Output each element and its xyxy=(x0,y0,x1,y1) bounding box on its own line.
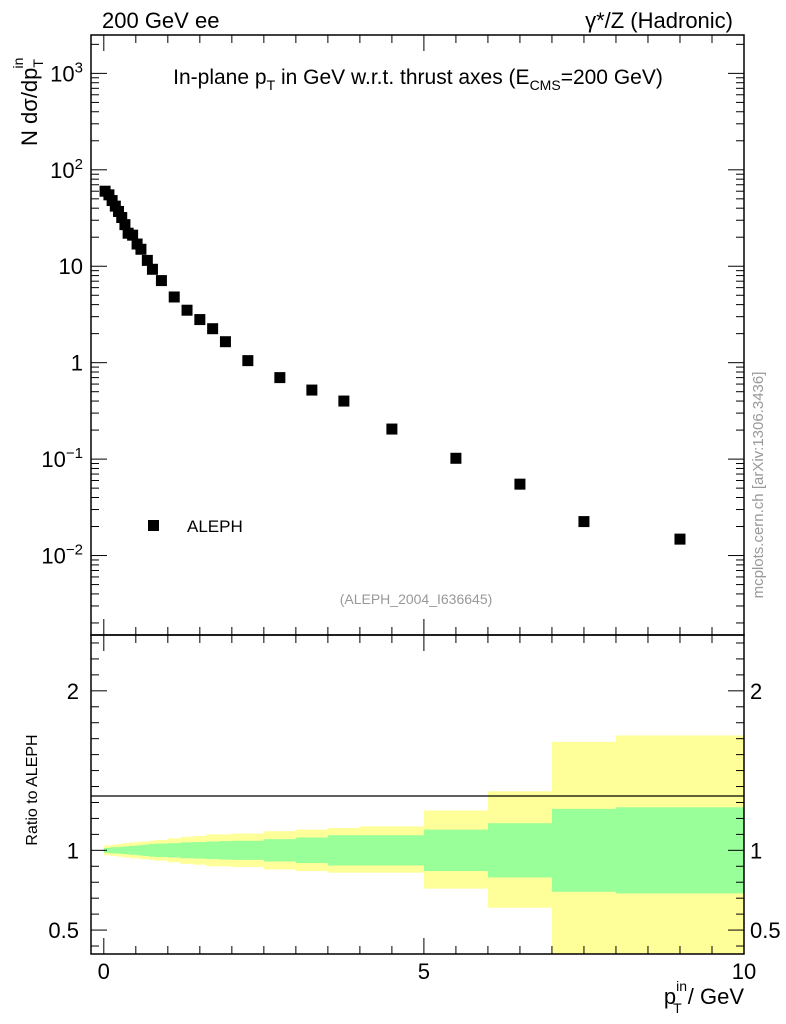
ratio-x-tick-label: 0 xyxy=(98,959,110,984)
data-point xyxy=(106,195,118,207)
x-axis-label: pin T / GeV xyxy=(664,978,744,1016)
ratio-frame xyxy=(90,634,745,955)
ratio-band-bin xyxy=(263,839,297,862)
svg-text:N dσ/dpTin: N dσ/dpTin xyxy=(10,58,46,146)
header-left: 200 GeV ee xyxy=(102,8,219,33)
ratio-band-bin xyxy=(327,835,361,866)
data-point xyxy=(207,323,219,335)
ratio-y-tick-label-right: 1 xyxy=(750,838,762,863)
ratio-band-bin xyxy=(110,847,114,854)
legend-label: ALEPH xyxy=(187,517,243,536)
ratio-y-axis-label: Ratio to ALEPH xyxy=(24,734,41,845)
ratio-band-bin xyxy=(359,835,425,866)
ratio-axis-ticks xyxy=(91,635,745,954)
data-point xyxy=(135,243,147,255)
legend: ALEPH xyxy=(148,517,243,536)
main-frame xyxy=(90,34,745,636)
analysis-label: (ALEPH_2004_I636645) xyxy=(340,591,493,607)
data-point xyxy=(219,336,231,348)
data-point xyxy=(141,254,153,266)
data-point xyxy=(578,516,590,528)
main-y-tick-label: 1 xyxy=(71,351,83,376)
main-y-tick-label: 10 xyxy=(59,254,83,279)
data-point xyxy=(168,291,180,303)
ratio-band-bin xyxy=(139,845,143,856)
ratio-band-bin xyxy=(119,846,124,854)
ratio-bands xyxy=(103,735,745,954)
ratio-band-bin xyxy=(142,844,149,856)
data-point xyxy=(127,229,139,241)
ratio-band-bin xyxy=(126,846,130,855)
ratio-band-bin xyxy=(219,841,233,860)
ratio-band-bin xyxy=(113,847,117,854)
ratio-band-bin xyxy=(167,843,181,858)
ratio-band-bin xyxy=(231,840,265,860)
data-point xyxy=(181,304,193,316)
main-y-tick-label: 103 xyxy=(50,59,83,86)
main-data-points xyxy=(99,185,686,545)
ratio-band-bin xyxy=(193,842,207,859)
ratio-band-bin xyxy=(148,843,156,857)
data-point xyxy=(242,355,254,367)
data-point xyxy=(306,384,318,396)
ratio-band-bin xyxy=(135,845,140,856)
main-y-tick-label: 10−2 xyxy=(41,542,83,569)
header-right: γ*/Z (Hadronic) xyxy=(585,8,733,33)
data-point xyxy=(116,212,128,224)
side-label: mcplots.cern.ch [arXiv:1306.3436] xyxy=(750,372,767,599)
ratio-band-bin xyxy=(107,847,111,853)
ratio-band-bin xyxy=(155,843,169,858)
main-axis-ticks xyxy=(91,35,745,635)
ratio-band-bin xyxy=(123,846,127,855)
main-y-axis-label: N dσ/dpTin xyxy=(10,58,46,146)
data-point xyxy=(103,189,115,201)
data-point xyxy=(386,423,398,435)
data-point xyxy=(113,205,125,217)
ratio-x-tick-label: 5 xyxy=(418,959,430,984)
main-title: In-plane pT in GeV w.r.t. thrust axes (E… xyxy=(173,66,663,93)
ratio-band-bin xyxy=(180,842,194,859)
data-point xyxy=(674,533,686,545)
data-point xyxy=(274,372,286,384)
data-point xyxy=(450,452,462,464)
ratio-y-tick-label-right: 0.5 xyxy=(750,918,781,943)
ratio-y-tick-labels: 2 2 1 1 0.5 0.5 xyxy=(48,679,780,943)
data-point xyxy=(155,275,167,287)
ratio-band-bin xyxy=(487,823,553,878)
ratio-x-tick-label: 10 xyxy=(732,959,756,984)
data-point xyxy=(514,478,526,490)
ratio-y-tick-label-left: 1 xyxy=(67,838,79,863)
data-point xyxy=(146,263,158,275)
ratio-y-tick-label-left: 0.5 xyxy=(48,918,79,943)
ratio-band-bin xyxy=(129,845,137,855)
ratio-band-bin xyxy=(551,808,617,892)
ratio-band-bin xyxy=(423,829,489,872)
ratio-panel: 2 2 1 1 0.5 0.5 0 5 10 Ratio to ALEPH pin T / Ge… xyxy=(24,634,781,1016)
ratio-band-bin xyxy=(206,841,220,860)
legend-marker xyxy=(148,520,159,531)
data-point xyxy=(119,219,131,231)
ratio-band-bin xyxy=(116,847,121,854)
ratio-y-tick-label-right: 2 xyxy=(750,679,762,704)
data-point xyxy=(194,314,206,326)
data-point xyxy=(338,395,350,407)
ratio-y-tick-label-left: 2 xyxy=(67,679,79,704)
main-y-tick-label: 10−1 xyxy=(41,445,83,472)
ratio-band-bin xyxy=(615,807,745,894)
ratio-band-bin xyxy=(295,837,329,864)
ratio-x-tick-labels: 0 5 10 xyxy=(98,959,757,984)
main-y-tick-label: 102 xyxy=(50,156,83,183)
